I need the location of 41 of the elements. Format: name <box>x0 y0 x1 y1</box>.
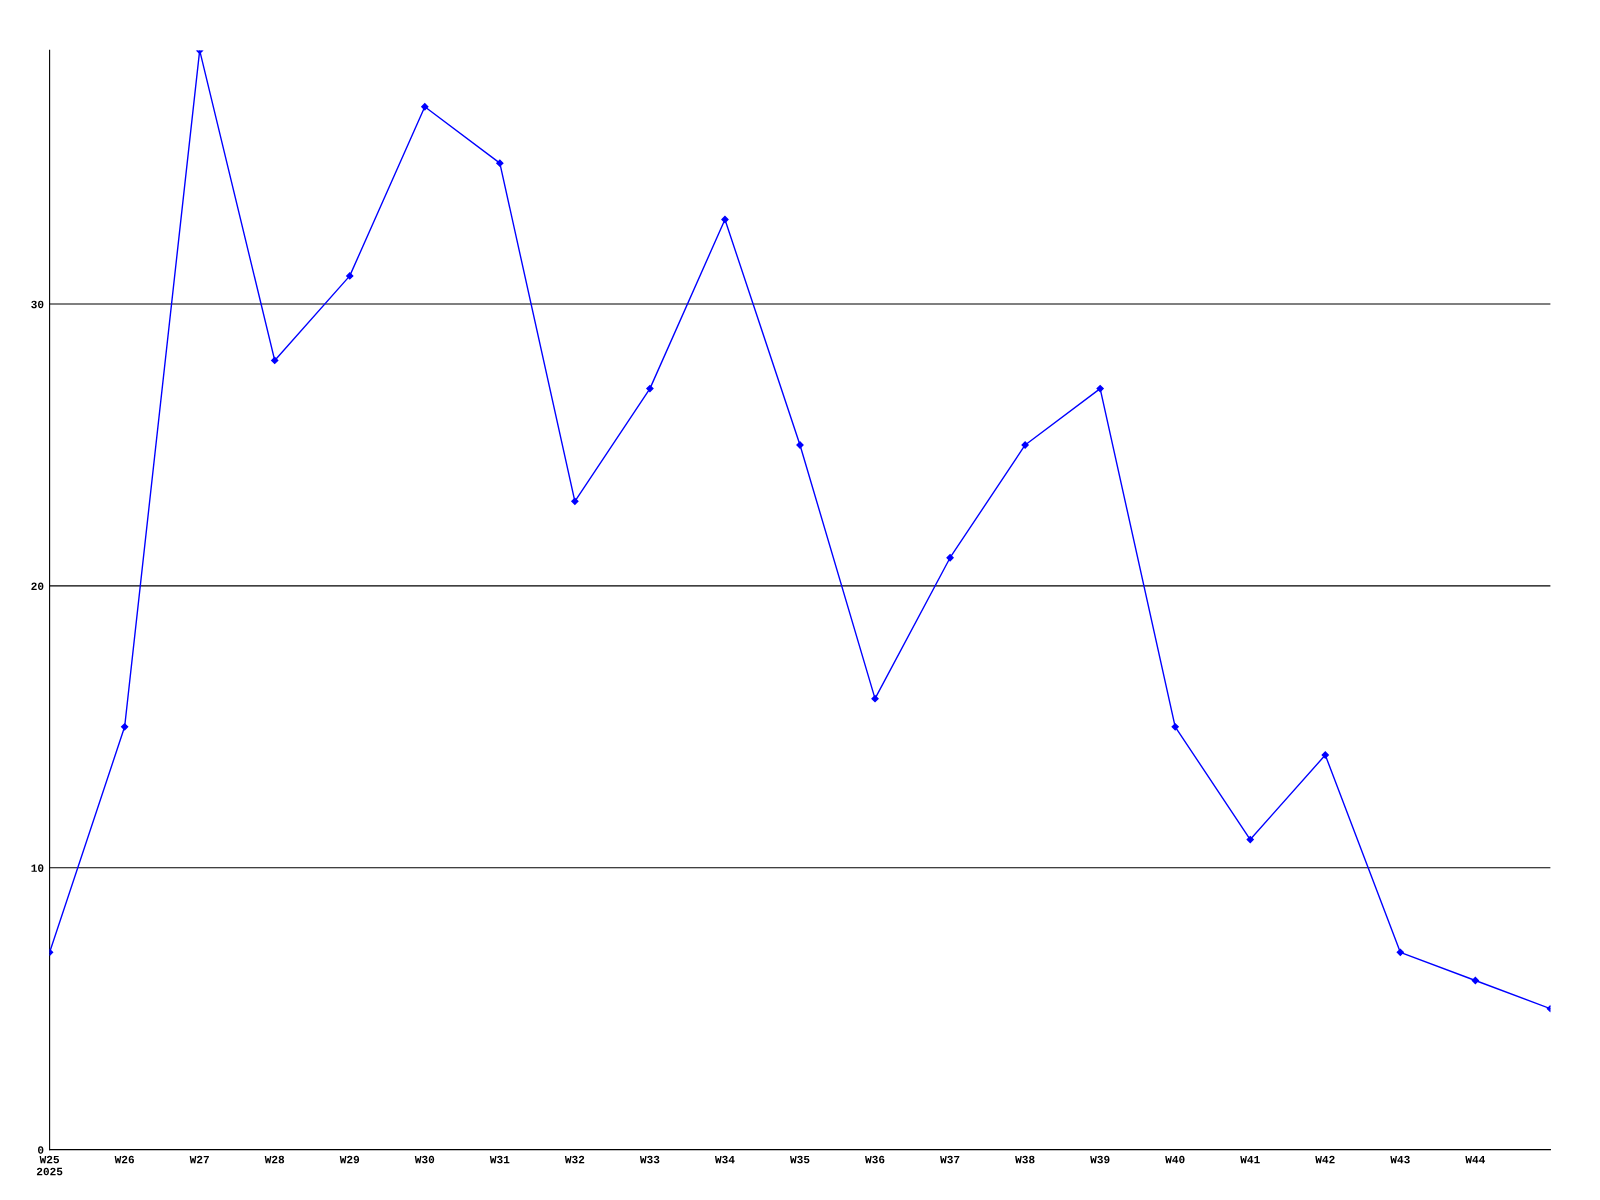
x-tick-label: W26 <box>114 1155 135 1164</box>
x-tick-label: W36 <box>865 1155 885 1164</box>
x-tick-label: W30 <box>414 1155 435 1164</box>
x-tick-label: W42 <box>1315 1155 1335 1164</box>
x-tick-label: W33 <box>639 1155 660 1164</box>
point <box>721 215 729 224</box>
point <box>1171 723 1179 731</box>
point <box>1246 835 1254 844</box>
x-tick-label: W41 <box>1240 1155 1260 1164</box>
x-tick-label: W38 <box>1015 1155 1035 1164</box>
point <box>421 103 429 111</box>
point <box>346 272 354 280</box>
point <box>1471 976 1480 985</box>
x-tick-label: W31 <box>489 1155 510 1164</box>
point <box>1321 751 1329 759</box>
point <box>120 723 129 731</box>
y-tick-label: 30 <box>31 300 44 309</box>
x-tick-label: W25 2025 <box>36 1155 63 1176</box>
x-tick-label: W27 <box>189 1155 209 1164</box>
x-tick-label: W28 <box>264 1155 285 1164</box>
point <box>1096 384 1104 393</box>
point <box>871 695 879 703</box>
x-tick-label: W44 <box>1465 1155 1486 1164</box>
x-tick-label: W40 <box>1165 1155 1185 1164</box>
point <box>271 356 279 365</box>
x-tick-label: W39 <box>1090 1155 1110 1164</box>
x-tick-label: W29 <box>339 1155 360 1164</box>
point <box>1021 441 1029 449</box>
y-tick-label: 10 <box>31 864 44 872</box>
point <box>571 497 579 505</box>
y-tick-label: 0 <box>38 1146 44 1154</box>
x-tick-label: W43 <box>1390 1155 1410 1164</box>
point <box>946 554 954 562</box>
x-tick-label: W32 <box>564 1155 585 1164</box>
x-tick-label: W34 <box>714 1155 735 1164</box>
x-tick-label: W35 <box>790 1155 810 1164</box>
x-tick-label: W37 <box>940 1155 960 1164</box>
point <box>496 159 504 167</box>
point <box>1396 948 1404 956</box>
point <box>646 384 654 393</box>
y-tick-label: 20 <box>31 582 44 591</box>
